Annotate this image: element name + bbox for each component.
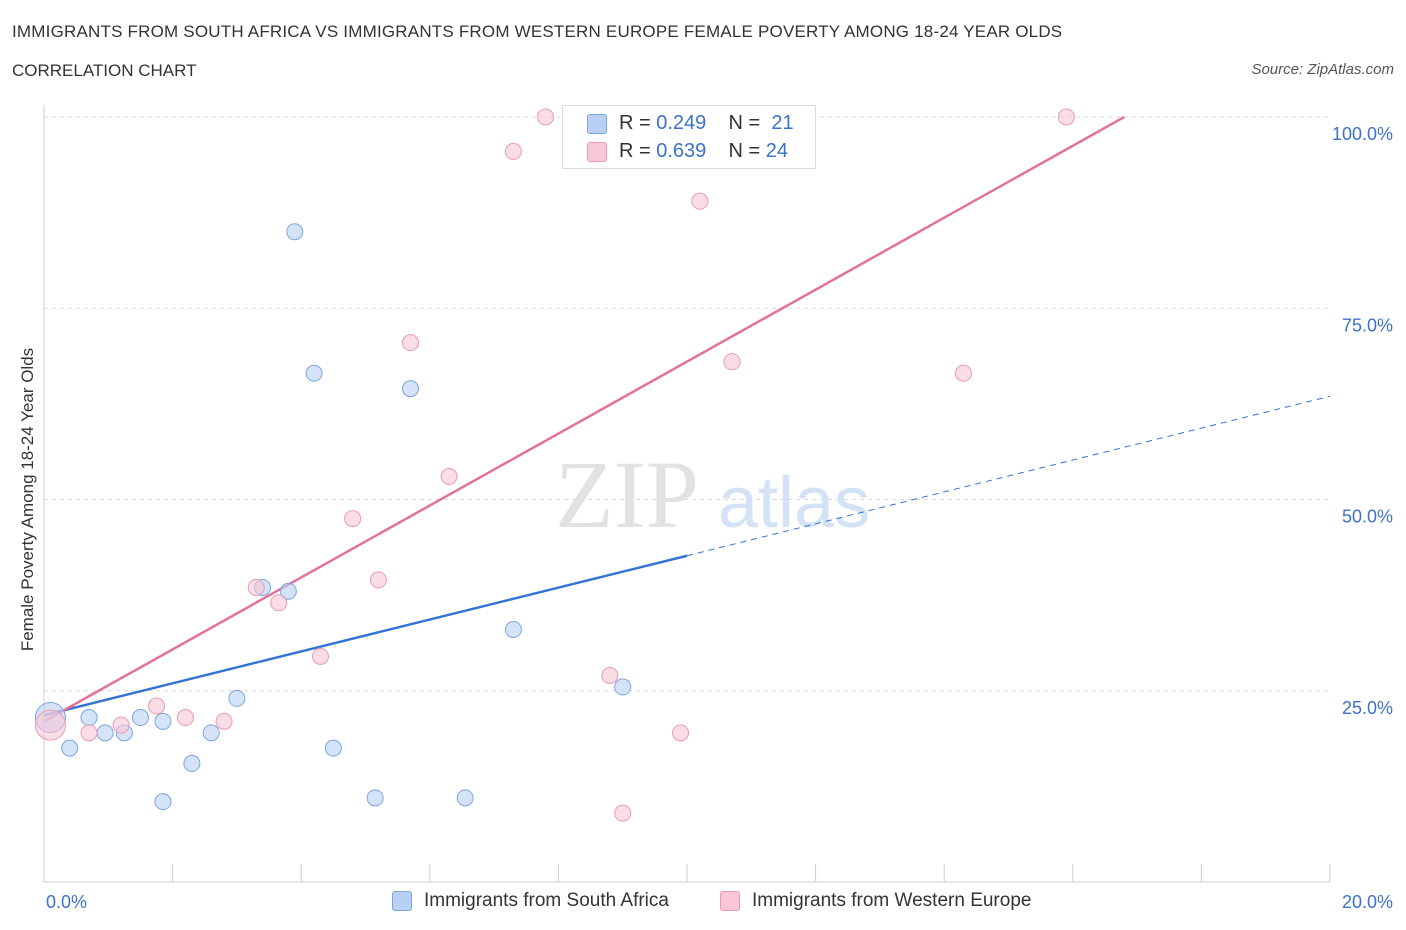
- data-point: [369, 571, 387, 589]
- data-point: [614, 678, 632, 696]
- data-point: [279, 582, 297, 600]
- data-point: [61, 739, 79, 757]
- data-point: [247, 578, 265, 596]
- data-point: [723, 353, 741, 371]
- trend-line-western-europe: [43, 115, 1125, 723]
- chart-subtitle: CORRELATION CHART: [12, 61, 197, 80]
- data-point: [112, 716, 130, 734]
- data-point: [96, 724, 114, 742]
- data-point: [344, 510, 362, 528]
- legend-r-value: 0.639: [656, 140, 707, 162]
- data-point: [614, 804, 632, 822]
- legend-r-label: R =: [619, 140, 657, 162]
- watermark-zip: ZIP: [555, 441, 699, 548]
- data-point: [270, 594, 288, 612]
- data-point: [504, 621, 522, 639]
- data-point: [504, 142, 522, 160]
- data-point: [176, 709, 194, 727]
- x-tick-label: 0.0%: [46, 892, 87, 912]
- data-point: [601, 666, 619, 684]
- legend-swatch-blue: [392, 891, 412, 911]
- axes: [43, 105, 1331, 883]
- data-point: [305, 364, 323, 382]
- legend-r-value: 0.249: [656, 112, 707, 134]
- data-point: [440, 468, 458, 486]
- legend-n-value: 21: [771, 112, 794, 134]
- legend-r-label: R =: [619, 112, 657, 134]
- data-point: [215, 712, 233, 730]
- data-point: [148, 697, 166, 715]
- data-point: [324, 739, 342, 757]
- trend-lines: [43, 115, 1331, 723]
- legend-n-value: 24: [765, 140, 789, 162]
- data-point: [34, 709, 66, 741]
- data-point: [228, 689, 246, 707]
- data-point: [80, 724, 98, 742]
- data-point: [131, 709, 149, 727]
- trend-line-south-africa-projection: [686, 395, 1331, 557]
- y-tick-label: 50.0%: [1342, 507, 1393, 527]
- trend-line-south-africa: [43, 554, 688, 717]
- watermark: ZIP atlas: [555, 441, 870, 548]
- data-point: [691, 192, 709, 210]
- data-point: [537, 108, 555, 126]
- legend-swatch-pink: [720, 891, 740, 911]
- stats-legend: R = 0.249 N = 21 R = 0.639 N = 24: [562, 105, 816, 169]
- data-point: [80, 709, 98, 727]
- gridlines: [44, 116, 1330, 692]
- data-point: [154, 793, 172, 811]
- tick-labels: 25.0% 50.0% 75.0% 100.0% 0.0% 20.0%: [46, 124, 1393, 912]
- x-tick-label: 20.0%: [1342, 892, 1393, 912]
- y-tick-label: 75.0%: [1342, 315, 1393, 335]
- data-point: [672, 724, 690, 742]
- y-tick-label: 25.0%: [1342, 698, 1393, 718]
- data-point: [366, 789, 384, 807]
- data-point: [154, 712, 172, 730]
- data-point: [402, 334, 420, 352]
- legend-n-label: N =: [728, 112, 766, 134]
- y-axis-label: Female Poverty Among 18-24 Year Olds: [18, 348, 37, 651]
- y-tick-label: 100.0%: [1332, 124, 1393, 144]
- legend-label: Immigrants from South Africa: [424, 890, 669, 911]
- data-point: [402, 380, 420, 398]
- legend-swatch-pink: [587, 142, 607, 162]
- legend-label: Immigrants from Western Europe: [752, 890, 1032, 911]
- chart-title: IMMIGRANTS FROM SOUTH AFRICA VS IMMIGRAN…: [12, 22, 1063, 41]
- legend-n-label: N =: [728, 140, 766, 162]
- data-point: [456, 789, 474, 807]
- data-point: [202, 724, 220, 742]
- data-point: [286, 223, 304, 241]
- data-point: [311, 647, 329, 665]
- data-point: [183, 754, 201, 772]
- legend-swatch-blue: [587, 114, 607, 134]
- data-point: [954, 364, 972, 382]
- source-label: Source: ZipAtlas.com: [1251, 61, 1394, 78]
- data-point: [1057, 108, 1075, 126]
- watermark-atlas: atlas: [718, 463, 870, 543]
